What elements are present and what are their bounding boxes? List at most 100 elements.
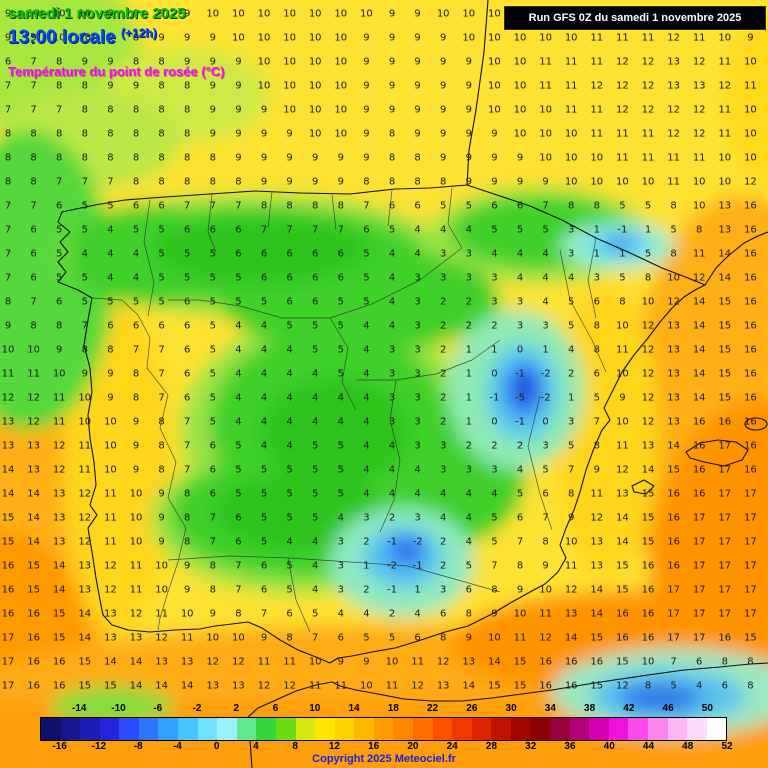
grid-value: 3 — [337, 584, 344, 596]
grid-value: 13 — [667, 344, 680, 356]
grid-value: 8 — [132, 368, 140, 380]
grid-value: 9 — [440, 128, 447, 140]
grid-value: 15 — [616, 584, 629, 596]
grid-value: 4 — [465, 488, 472, 500]
grid-value: 8 — [747, 656, 754, 668]
grid-value: 2 — [568, 368, 575, 380]
grid-value: 10 — [257, 56, 271, 68]
grid-value: 17 — [718, 536, 732, 548]
colorbar-segment — [334, 718, 355, 740]
grid-value: 5 — [491, 224, 498, 236]
grid-value: 6 — [696, 656, 703, 668]
grid-value: 8 — [132, 176, 140, 188]
grid-value: 11 — [692, 248, 706, 260]
grid-value: 13 — [1, 440, 15, 452]
grid-value: 6 — [56, 296, 63, 308]
grid-value: 16 — [744, 440, 757, 452]
grid-value: 9 — [235, 56, 242, 68]
grid-value: 10 — [104, 464, 117, 476]
grid-value: 8 — [388, 128, 396, 140]
grid-value: 10 — [129, 488, 143, 500]
grid-value: 9 — [4, 320, 12, 332]
grid-value: 4 — [440, 224, 447, 236]
grid-value: 12 — [283, 680, 296, 692]
grid-value: 8 — [465, 608, 472, 620]
grid-value: 10 — [385, 656, 399, 668]
grid-value: 9 — [568, 512, 575, 524]
grid-value: 14 — [692, 320, 706, 332]
grid-value: 9 — [465, 152, 472, 164]
grid-value: 4 — [260, 416, 268, 428]
colorbar-segment — [217, 718, 237, 740]
grid-value: 13 — [206, 680, 220, 692]
grid-value: 9 — [107, 392, 114, 404]
grid-value: 9 — [440, 32, 447, 44]
grid-value: 13 — [78, 560, 92, 572]
grid-value: 5 — [209, 248, 216, 260]
grid-value: 15 — [616, 560, 629, 572]
grid-value: 10 — [616, 176, 629, 188]
grid-value: 12 — [590, 512, 604, 524]
colorbar-segment — [158, 718, 179, 740]
grid-value: 10 — [641, 656, 655, 668]
grid-value: 7 — [4, 200, 12, 212]
grid-value: 13 — [180, 656, 194, 668]
grid-value: 8 — [184, 536, 191, 548]
grid-value: 4 — [491, 488, 498, 500]
grid-value: -2 — [540, 368, 551, 380]
grid-value: 3 — [542, 320, 549, 332]
grid-value: 12 — [616, 680, 629, 692]
grid-value: 9 — [30, 32, 37, 44]
grid-value: 8 — [132, 152, 140, 164]
grid-value: 2 — [440, 536, 447, 548]
grid-value: -1 — [515, 368, 525, 380]
grid-value: 16 — [744, 224, 757, 236]
grid-value: 8 — [158, 128, 165, 140]
grid-value: 9 — [465, 56, 472, 68]
grid-value: 10 — [129, 536, 143, 548]
grid-value: 16 — [616, 632, 629, 644]
grid-value: 14 — [718, 272, 732, 284]
grid-value: 10 — [641, 296, 655, 308]
grid-value: 8 — [516, 560, 524, 572]
colorbar-bottom-labels: -16 -12 -8 -4 0 4 8 12 16 20 24 28 32 36 40 44 48 52 — [0, 741, 768, 753]
grid-value: 13 — [436, 680, 450, 692]
grid-value: 10 — [590, 152, 604, 164]
grid-value: 14 — [692, 368, 706, 380]
grid-value: 10 — [513, 128, 527, 140]
grid-value: 11 — [564, 104, 578, 116]
grid-value: 12 — [27, 416, 40, 428]
grid-value: 7 — [363, 200, 370, 212]
grid-value: 9 — [516, 152, 524, 164]
grid-value: 8 — [184, 104, 191, 116]
grid-value: 12 — [52, 440, 66, 452]
grid-value: 10 — [488, 32, 501, 44]
grid-value: 9 — [158, 488, 165, 500]
grid-value: 11 — [539, 80, 552, 92]
grid-value: 10 — [283, 104, 296, 116]
grid-value: 15 — [718, 368, 732, 380]
grid-value: 11 — [718, 56, 732, 68]
grid-value: 6 — [4, 56, 12, 68]
grid-value: 13 — [667, 56, 680, 68]
grid-value: 11 — [616, 32, 629, 44]
grid-value: 7 — [286, 224, 293, 236]
grid-value: 3 — [542, 440, 549, 452]
grid-value: 3 — [440, 440, 447, 452]
grid-value: 1 — [491, 344, 498, 356]
grid-value: 2 — [465, 440, 472, 452]
grid-value: 5 — [388, 224, 396, 236]
grid-value: 7 — [235, 584, 242, 596]
grid-value: -1 — [617, 224, 628, 236]
grid-value: 9 — [414, 104, 421, 116]
grid-value: 5 — [235, 440, 242, 452]
grid-value: 14 — [27, 488, 40, 500]
grid-value: 5 — [491, 536, 498, 548]
grid-value: 5 — [440, 200, 447, 212]
grid-value: 2 — [491, 440, 498, 452]
grid-value: 5 — [363, 248, 370, 260]
grid-value: 14 — [590, 608, 604, 620]
grid-value: 11 — [334, 680, 348, 692]
grid-value: 4 — [312, 536, 319, 548]
colorbar-segment — [295, 718, 316, 740]
